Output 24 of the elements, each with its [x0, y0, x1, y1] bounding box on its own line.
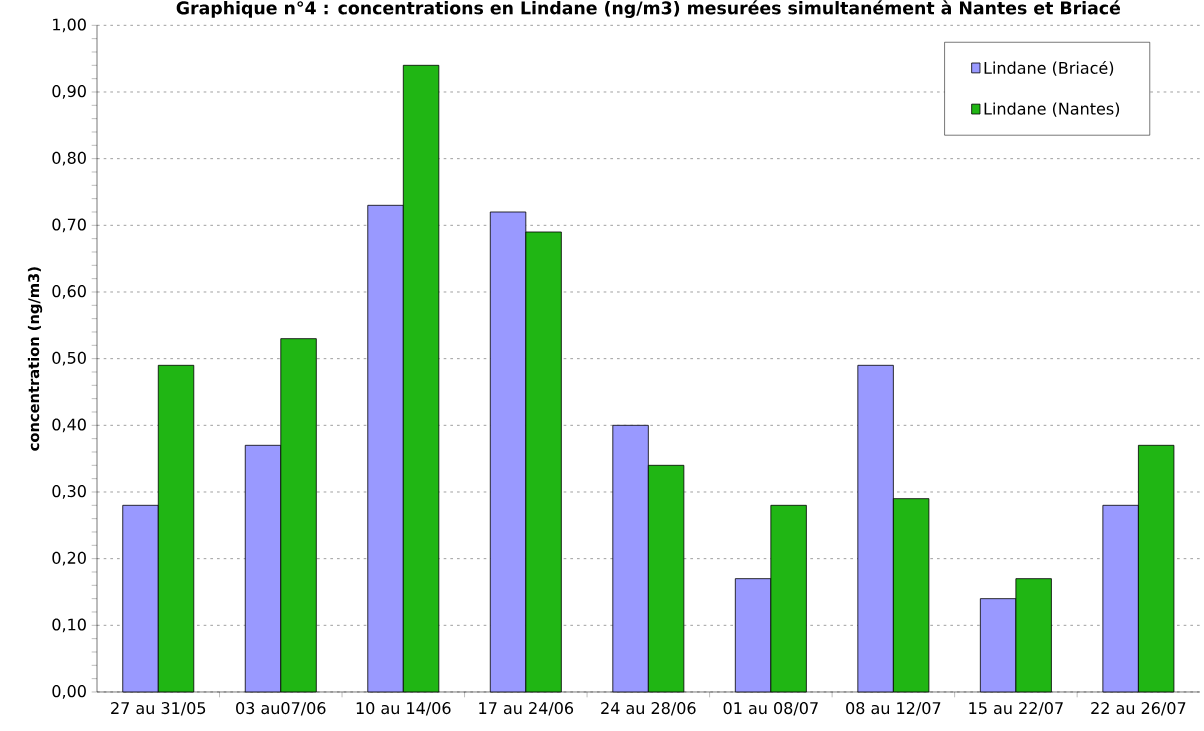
y-tick-label: 0,50: [52, 351, 86, 366]
y-tick-label: 0,40: [52, 418, 86, 433]
x-tick-label: 01 au 08/07: [723, 702, 818, 716]
x-tick-label: 17 au 24/06: [479, 702, 574, 716]
y-tick-label: 0,00: [52, 685, 86, 699]
y-axis-title: concentration (ng/m3): [27, 267, 43, 451]
y-tick-label: 1,00: [53, 18, 86, 33]
x-tick-label: 10 au 14/06: [356, 702, 451, 716]
x-tick-label: 15 au 22/07: [969, 702, 1063, 716]
y-tick-label: 0,30: [52, 485, 86, 499]
x-tick-label: 08 au 12/07: [846, 702, 941, 716]
y-tick-label: 0,90: [52, 85, 86, 99]
legend-label: Lindane (Nantes): [984, 102, 1120, 117]
chart-title: Graphique n°4 : concentrations en Lindane (ng/m3) mesurées simultanément à Nantes et Briacé: [176, 0, 1120, 18]
x-tick-label: 27 au 31/05: [111, 702, 206, 716]
y-tick-label: 0,70: [52, 218, 86, 233]
x-tick-label: 22 au 26/07: [1091, 702, 1186, 716]
x-tick-label: 24 au 28/06: [601, 702, 696, 716]
y-tick-label: 0,60: [52, 285, 86, 299]
y-tick-label: 0,20: [52, 551, 86, 566]
x-tick-label: 03 au07/06: [236, 702, 326, 716]
legend-label: Lindane (Briacé): [984, 60, 1114, 76]
y-tick-label: 0,10: [52, 618, 86, 633]
y-tick-label: 0,80: [52, 151, 86, 166]
